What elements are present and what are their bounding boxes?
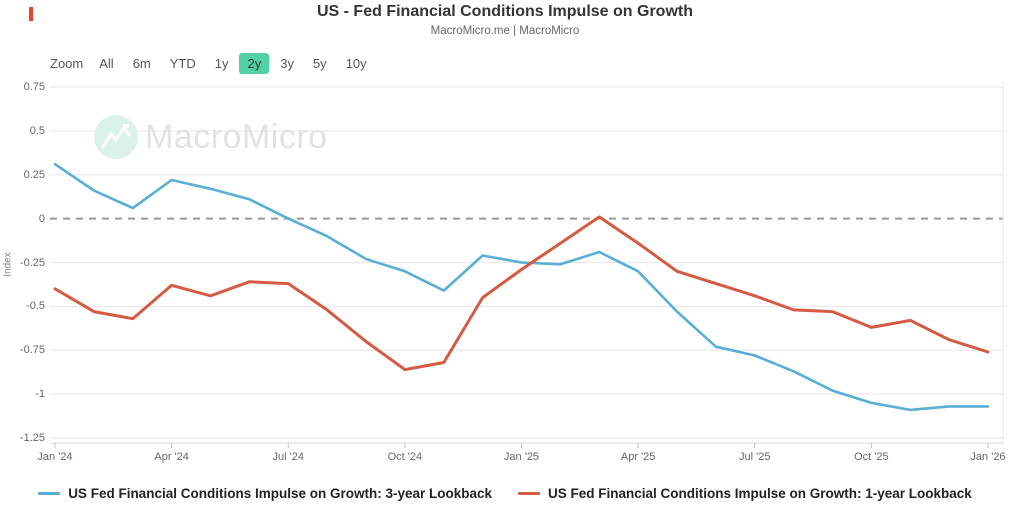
x-axis-label: Oct '25 (854, 451, 889, 463)
zoom-range-button-1y[interactable]: 1y (214, 56, 229, 71)
x-axis-label: Jan '24 (37, 451, 73, 463)
x-axis-label: Jan '25 (503, 451, 540, 463)
series-line-3-year-lookback[interactable] (53, 162, 990, 412)
legend: US Fed Financial Conditions Impulse on G… (0, 486, 1010, 501)
zoom-range-button-10y[interactable]: 10y (345, 56, 367, 71)
legend-label: US Fed Financial Conditions Impulse on G… (548, 486, 972, 501)
legend-marker-icon (518, 492, 540, 495)
x-axis-label: Jan '26 (970, 451, 1006, 463)
chart-subtitle: MacroMicro.me | MacroMicro (430, 25, 580, 37)
x-axis-label: Jul '24 (272, 451, 304, 463)
x-axis-label: Apr '25 (620, 451, 656, 463)
y-axis-label: -1.25 (19, 432, 45, 444)
y-axis-label: -0.5 (26, 300, 45, 313)
y-axis-label: 0.75 (23, 81, 45, 93)
legend-item-1-year-lookback[interactable]: US Fed Financial Conditions Impulse on G… (518, 486, 972, 501)
x-axis-label: Oct '24 (387, 451, 423, 463)
y-axis-label: 0.25 (23, 168, 45, 181)
zoom-label: Zoom (50, 56, 84, 71)
x-axis-label: Jul '25 (739, 451, 771, 463)
legend-label: US Fed Financial Conditions Impulse on G… (68, 486, 492, 501)
y-axis-label: -0.25 (19, 256, 45, 269)
legend-item-3-year-lookback[interactable]: US Fed Financial Conditions Impulse on G… (38, 486, 492, 501)
x-axis-label: Apr '24 (154, 451, 189, 463)
y-axis-label: -1 (35, 388, 45, 401)
zoom-toolbar-buttons: All 6m YTD 1y 2y 3y 5y 10y (91, 53, 374, 74)
y-axis-label: 0.5 (29, 124, 45, 137)
y-axis-label: -0.75 (19, 344, 45, 357)
zoom-toolbar: Zoom All 6m YTD 1y 2y 3y 5y 10y (50, 53, 375, 74)
zoom-range-button-ytd[interactable]: YTD (169, 56, 196, 71)
zoom-range-button-3y[interactable]: 3y (280, 56, 294, 71)
series-line-1-year-lookback[interactable] (53, 215, 990, 372)
zoom-range-button-2y[interactable]: 2y (239, 53, 270, 74)
zoom-range-button-5y[interactable]: 5y (312, 56, 327, 71)
chart-title: US - Fed Financial Conditions Impulse on… (316, 3, 693, 20)
zoom-range-button-all[interactable]: All (99, 56, 114, 71)
accent-bar (29, 7, 33, 21)
y-axis-label: 0 (38, 212, 45, 225)
zoom-range-button-6m[interactable]: 6m (132, 56, 151, 71)
legend-marker-icon (38, 492, 61, 495)
